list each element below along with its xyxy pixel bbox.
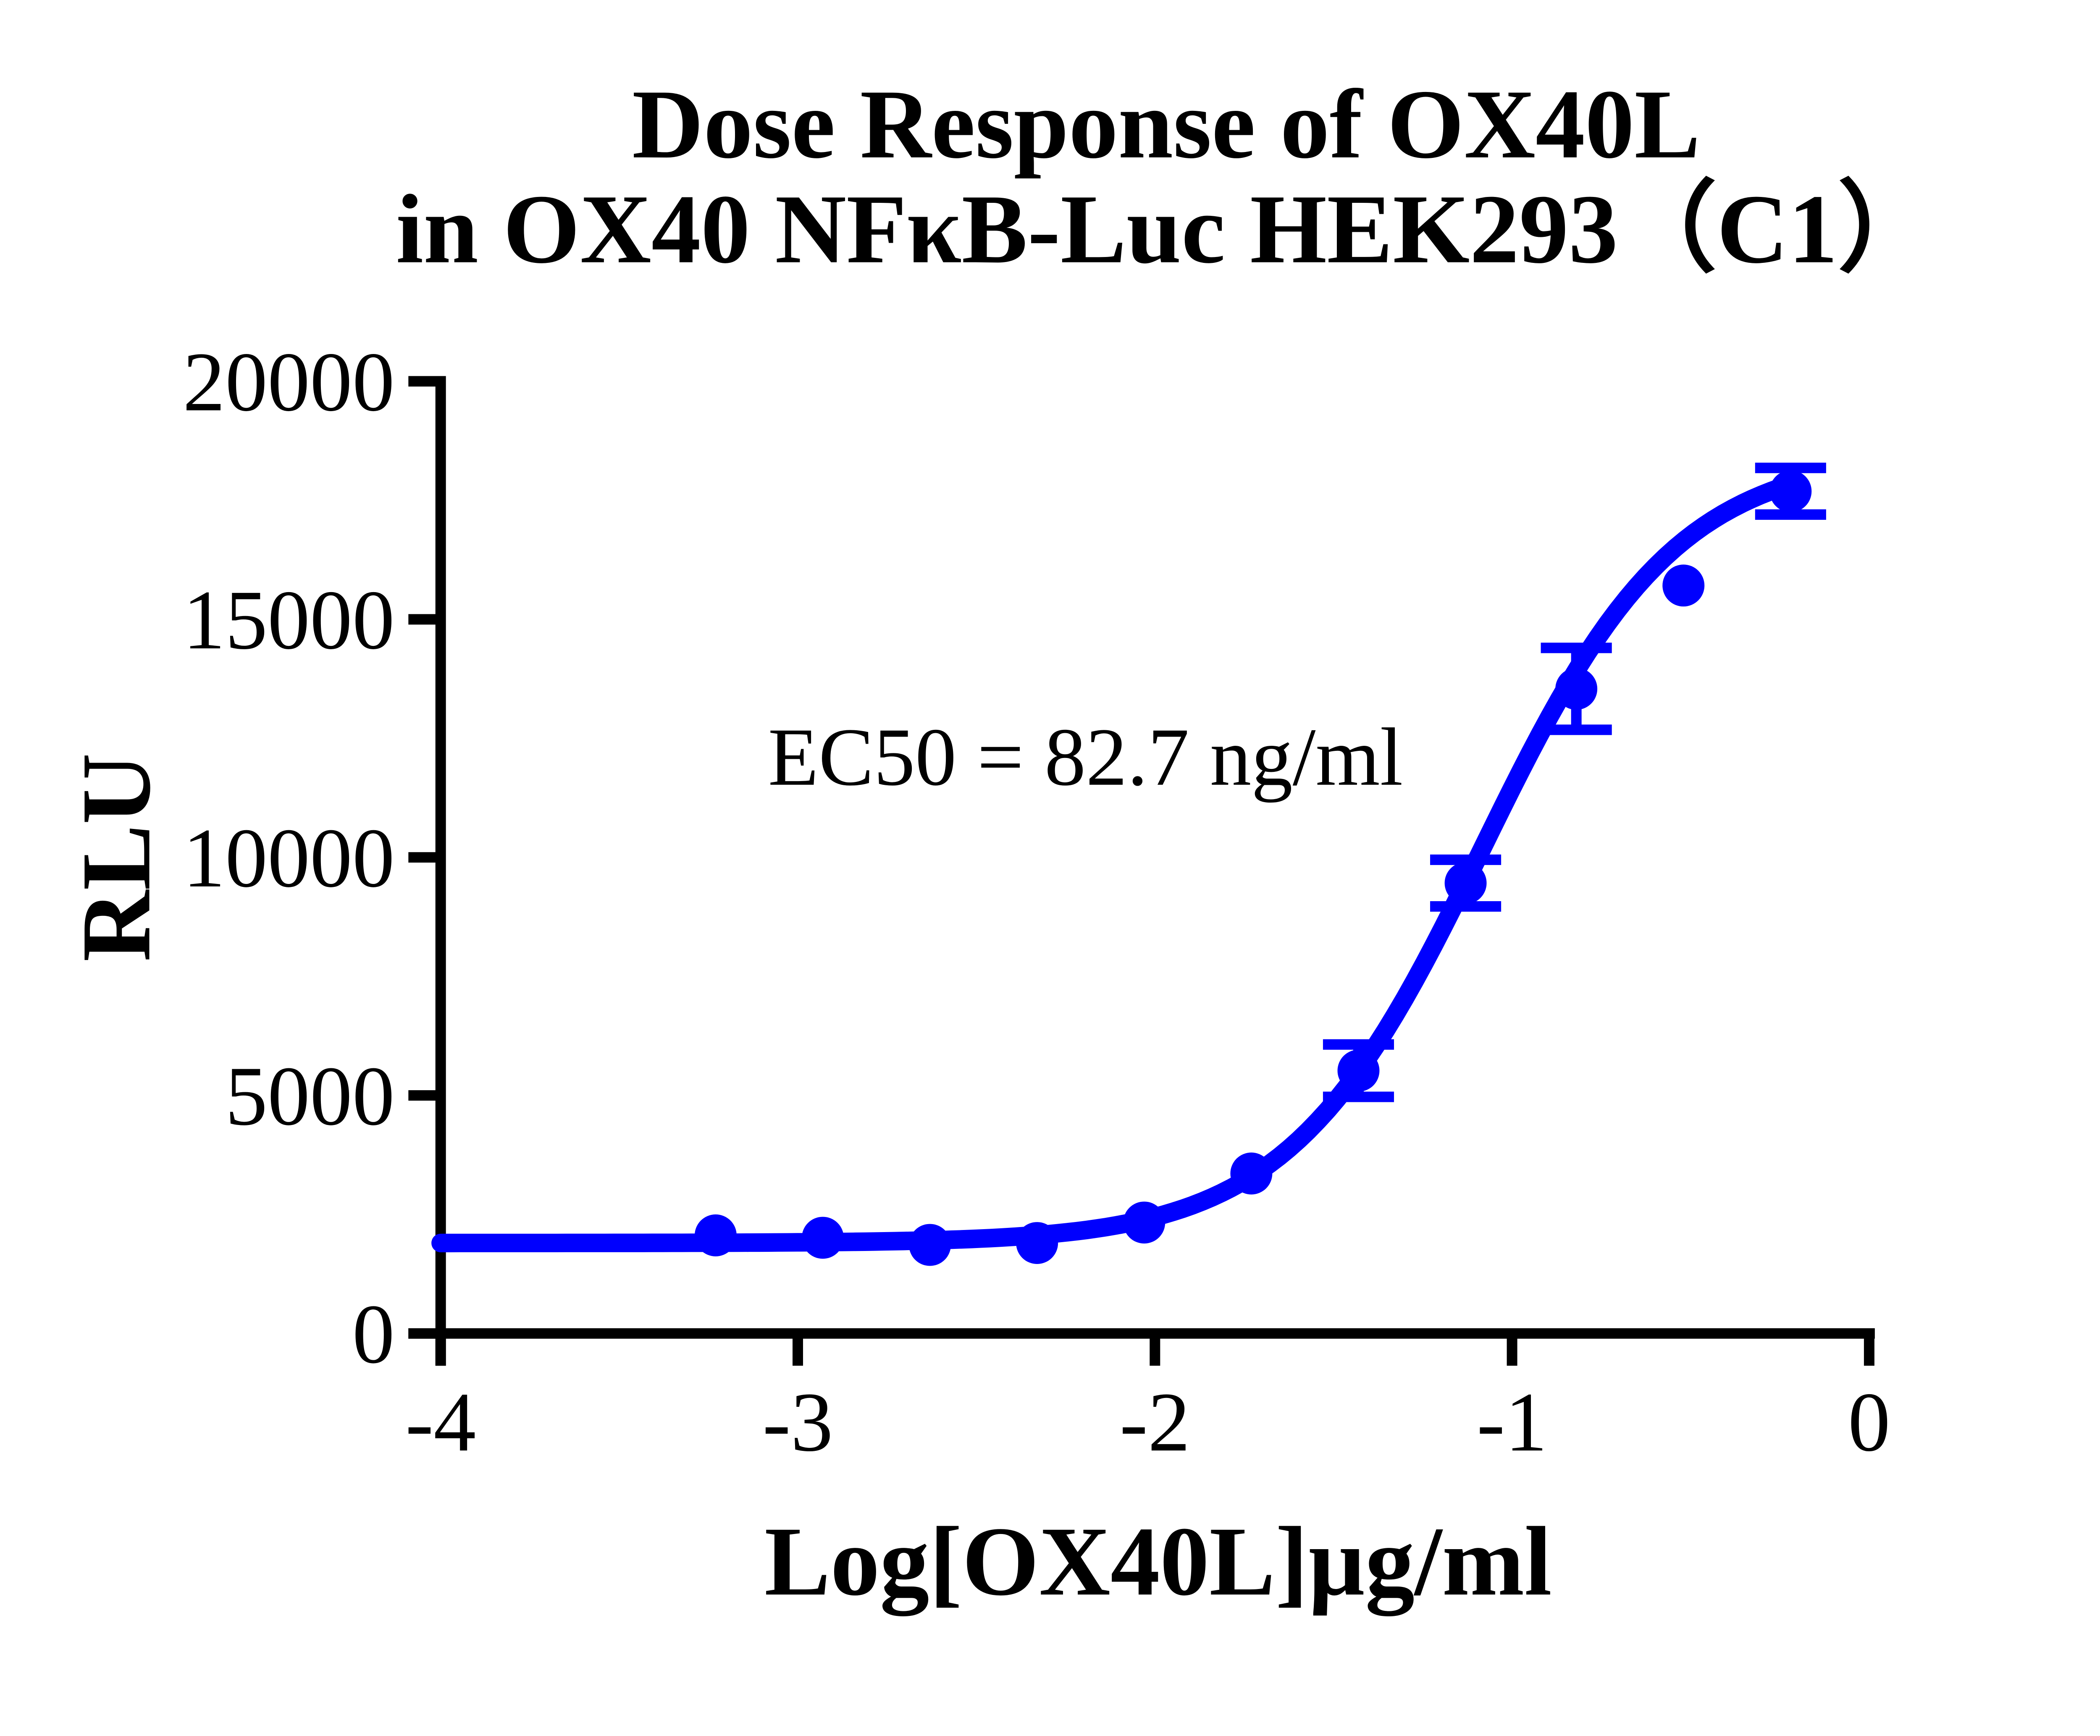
data-point-marker [1337, 1049, 1380, 1092]
data-point-marker [1444, 862, 1487, 904]
x-axis-title: Log[OX40L]µg/ml [764, 1506, 1552, 1616]
data-point-marker [1662, 564, 1705, 607]
data-point-marker [802, 1217, 844, 1259]
ec50-annotation: EC50 = 82.7 ng/ml [768, 711, 1403, 803]
y-tick-label: 20000 [183, 335, 394, 429]
data-point-marker [1016, 1222, 1058, 1264]
x-tick-label: -1 [1477, 1375, 1547, 1469]
chart-title-line-2: in OX40 NFκB-Luc HEK293（C1） [396, 174, 1937, 284]
data-point-marker [1123, 1201, 1166, 1244]
x-tick-label: -3 [762, 1375, 833, 1469]
x-tick-label: -2 [1120, 1375, 1190, 1469]
chart-background [0, 0, 2100, 1668]
chart-title-line-1: Dose Response of OX40L [632, 69, 1700, 179]
data-point-marker [1555, 668, 1598, 710]
y-tick-label: 5000 [225, 1049, 395, 1143]
dose-response-figure: 0 5000 10000 15000 20000 -4 -3 -2 -1 0 Dose Respo… [0, 0, 2100, 1668]
data-point-marker [694, 1214, 737, 1256]
y-tick-label: 10000 [183, 811, 394, 905]
y-tick-label: 15000 [183, 573, 394, 667]
data-point-marker [1230, 1152, 1273, 1195]
axes-layer: 0 5000 10000 15000 20000 -4 -3 -2 -1 0 [183, 335, 1890, 1469]
data-point-marker [1769, 470, 1812, 512]
dose-response-chart: 0 5000 10000 15000 20000 -4 -3 -2 -1 0 Dose Respo… [0, 0, 2100, 1668]
y-tick-label: 0 [352, 1287, 395, 1381]
y-axis-title: RLU [61, 753, 171, 962]
series-layer [431, 462, 1826, 1266]
x-tick-label: -4 [405, 1375, 476, 1469]
x-tick-label: 0 [1848, 1375, 1890, 1469]
data-point-marker [909, 1224, 951, 1266]
